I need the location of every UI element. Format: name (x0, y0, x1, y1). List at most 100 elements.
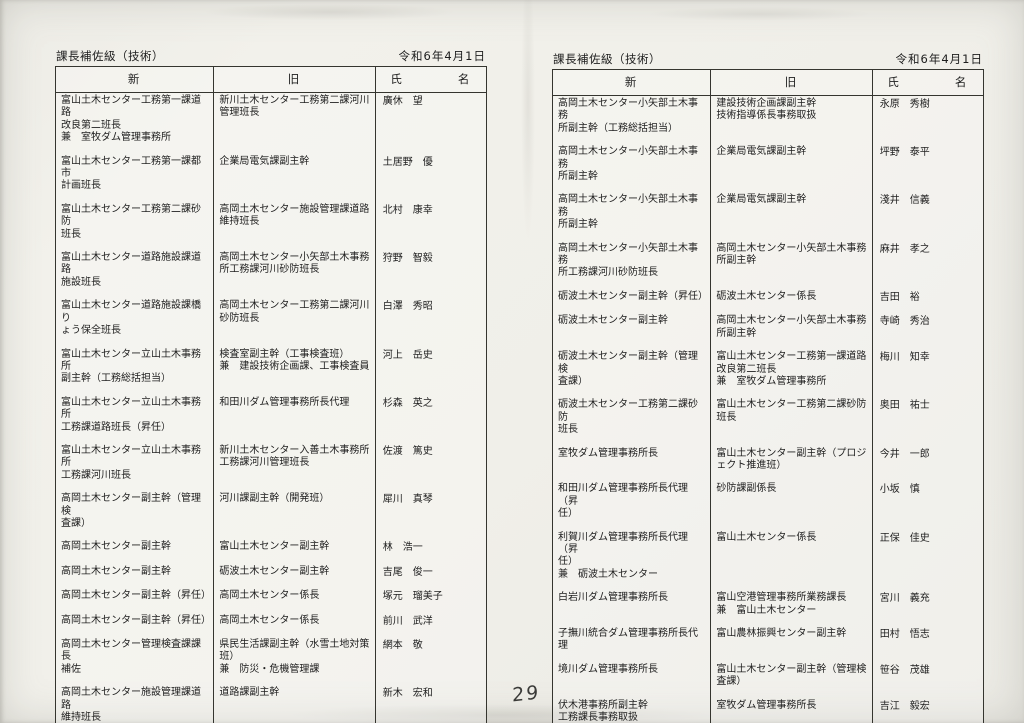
table-row: 富山土木センター立山土木事務所 副主幹（工務総括担当） 検査室副主幹（工事検査班）… (56, 346, 487, 395)
cell-name: 梅川 知幸 (871, 349, 984, 398)
table-row: 伏木港事務所副主幹 工務課長事務取扱 兼 富山新港管理局、富山港事務 所 室牧ダム… (553, 697, 984, 723)
cell-new-position: 富山土木センター立山土木事務所 副主幹（工務総括担当） (61, 348, 201, 385)
personnel-table: 新 旧 氏 名 高岡土木センター小矢部土木事務 所副主幹（工務総括担当） 建設技術… (552, 69, 984, 723)
cell-new-position: 砺波土木センター工務第二課砂防 班長 (558, 399, 698, 436)
table-row: 富山土木センター立山土木事務所 工務課道路班長（昇任） 和田川ダム管理事務所長代理… (56, 394, 487, 443)
cell-old-position: 砂防課副係長 (710, 481, 873, 530)
table-row: 富山土木センター立山土木事務所 工務課河川班長 新川土木センター入善土木事務所 工… (56, 442, 487, 492)
cell-old-position: 道路課副主幹 (213, 685, 376, 723)
cell-new-position: 富山土木センター工務第一課道路 改良第二班長 兼 室牧ダム管理事務所 (61, 95, 201, 144)
table-row: 富山土木センター道路施設課橋り ょう保全班長 高岡土木センター工務第二課河川 砂防… (56, 298, 487, 347)
cell-name: 白澤 秀昭 (374, 298, 487, 347)
cell-old-position: 新川土木センター入善土木事務所 工務課河川管理班長 (213, 442, 376, 492)
cell-new-position: 高岡土木センター小矢部土木事務 所工務課河川砂防班長 (558, 242, 698, 279)
cell-old-position: 富山土木センター工務第一課道路 改良第二班長 兼 室牧ダム管理事務所 (710, 349, 873, 398)
cell-name: 河上 岳史 (374, 346, 487, 395)
cell-new-position: 利賀川ダム管理事務所長代理（昇 任） 兼 砺波土木センター (558, 531, 688, 580)
cell-old-position: 富山土木センター副主幹（プロジ ェクト推進班） (710, 445, 873, 482)
cell-name: 小坂 慎 (871, 481, 984, 530)
cell-old-position: 検査室副主幹（工事検査班） 兼 建設技術企画課、工事検査員 (213, 346, 376, 395)
cell-name: 田村 悟志 (871, 626, 984, 662)
cell-name: 北村 康幸 (374, 201, 487, 251)
cell-old-position: 砺波土木センター係長 (710, 288, 873, 314)
table-row: 富山土木センター工務第二課砂防 班長 高岡土木センター施設管理課道路 維持班長 北村… (56, 201, 487, 251)
cell-old-position: 企業局電気課副主幹 (710, 144, 873, 193)
table-row: 砺波土木センター副主幹（管理検 査課） 富山土木センター工務第一課道路 改良第二班… (553, 349, 984, 398)
cell-old-position: 高岡土木センター係長 (213, 588, 376, 613)
cell-old-position: 県民生活課副主幹（水雪土地対策 班） 兼 防災・危機管理課 (213, 637, 376, 686)
cell-name: 林 浩一 (374, 539, 487, 564)
cell-old-position: 室牧ダム管理事務所長 (710, 697, 873, 723)
col-header-new: 新 (55, 66, 214, 93)
cell-new-position: 高岡土木センター小矢部土木事務 所副主幹 (558, 194, 698, 231)
table-row: 砺波土木センター副主幹 高岡土木センター小矢部土木事務 所副主幹 寺崎 秀治 (553, 313, 984, 350)
cell-new-position: 富山土木センター立山土木事務所 工務課河川班長 (61, 444, 201, 481)
table-row: 高岡土木センター副主幹 砺波土木センター副主幹 吉尾 俊一 (56, 563, 487, 589)
table-row: 高岡土木センター副主幹（管理検 査課） 河川課副主幹（開発班） 犀川 真琴 (56, 491, 487, 540)
cell-name: 正保 佳史 (871, 529, 984, 591)
cell-new-position: 富山土木センター立山土木事務所 工務課道路班長（昇任） (61, 396, 201, 433)
page-date: 令和6年4月1日 (895, 52, 983, 66)
cell-new-position: 伏木港事務所副主幹 工務課長事務取扱 兼 富山新港管理局、富山港事務 所 (558, 699, 648, 723)
cell-old-position: 富山土木センター副主幹 (213, 539, 376, 564)
table-row: 高岡土木センター管理検査課課長 補佐 県民生活課副主幹（水雪土地対策 班） 兼 防… (56, 637, 487, 686)
cell-new-position: 砺波土木センター副主幹（昇任） (558, 290, 708, 302)
cell-new-position: 境川ダム管理事務所長 (558, 663, 658, 675)
table-row: 富山土木センター道路施設課道路 施設班長 高岡土木センター小矢部土木事務 所工務課… (56, 250, 487, 299)
personnel-table: 新 旧 氏 名 富山土木センター工務第一課道路 改良第二班長 兼 室牧ダム管理事… (55, 66, 487, 723)
cell-new-position: 高岡土木センター小矢部土木事務 所副主幹（工務総括担当） (558, 98, 698, 134)
cell-old-position: 高岡土木センター小矢部土木事務 所工務課河川砂防班長 (213, 250, 376, 299)
cell-new-position: 富山土木センター工務第一課都市 計画班長 (61, 155, 201, 192)
cell-new-position: 子撫川統合ダム管理事務所長代理 (558, 628, 698, 652)
cell-new-position: 高岡土木センター副主幹（昇任） (61, 614, 211, 626)
table-row: 高岡土木センター副主幹 富山土木センター副主幹林 浩一 (56, 539, 487, 564)
page-date: 令和6年4月1日 (398, 49, 486, 63)
cell-name: 寺崎 秀治 (871, 313, 984, 350)
cell-old-position: 和田川ダム管理事務所長代理 (213, 394, 376, 443)
header-row: 新 旧 氏 名 (552, 69, 984, 96)
cell-new-position: 砺波土木センター副主幹（管理検 査課） (558, 351, 698, 387)
cell-name: 永原 秀樹 (871, 95, 984, 145)
cell-new-position: 高岡土木センター副主幹 (61, 541, 171, 553)
cell-old-position: 砺波土木センター副主幹 (213, 563, 376, 589)
col-header-name: 氏 名 (374, 66, 487, 93)
page-right-header: 課長補佐級（技術） 令和6年4月1日 (552, 52, 984, 66)
cell-old-position: 富山土木センター副主幹（管理検 査課） (710, 661, 873, 698)
table-row: 和田川ダム管理事務所長代理（昇 任） 砂防課副係長 小坂 慎 (553, 481, 984, 530)
table-row: 子撫川統合ダム管理事務所長代理 富山農林振興センター副主幹 田村 悟志 (553, 626, 984, 662)
table-row: 砺波土木センター副主幹（昇任） 砺波土木センター係長 吉田 裕 (553, 288, 984, 314)
cell-name: 吉田 裕 (871, 288, 984, 314)
cell-name: 今井 一郎 (871, 445, 984, 482)
table-row: 境川ダム管理事務所長 富山土木センター副主幹（管理検 査課） 笹谷 茂雄 (553, 661, 984, 698)
table-row: 白岩川ダム管理事務所長 富山空港管理事務所業務課長 兼 富山土木センター 宮川 義充 (553, 590, 984, 626)
cell-name: 笹谷 茂雄 (871, 661, 984, 698)
table-row: 高岡土木センター施設管理課道路 維持班長 道路課副主幹 新木 宏和 (56, 685, 487, 723)
table-row: 室牧ダム管理事務所長 富山土木センター副主幹（プロジ ェクト推進班） 今井 一郎 (553, 445, 984, 482)
cell-name: 麻井 孝之 (871, 240, 984, 289)
cell-name: 前川 武洋 (374, 612, 487, 637)
page-title: 課長補佐級（技術） (553, 52, 661, 66)
table-row: 富山土木センター工務第一課道路 改良第二班長 兼 室牧ダム管理事務所 新川土木セン… (56, 92, 487, 154)
page-title: 課長補佐級（技術） (56, 49, 164, 63)
handwritten-page-number: 29 (512, 681, 541, 707)
cell-old-position: 富山空港管理事務所業務課長 兼 富山土木センター (710, 590, 873, 626)
col-header-old: 旧 (710, 69, 873, 96)
cell-old-position: 企業局電気課副主幹 (213, 153, 376, 202)
cell-name: 新木 宏和 (374, 685, 487, 723)
cell-new-position: 白岩川ダム管理事務所長 (558, 592, 668, 604)
cell-name: 佐渡 篤史 (374, 442, 487, 492)
cell-old-position: 富山農林振興センター副主幹 (710, 626, 873, 662)
cell-old-position: 高岡土木センター小矢部土木事務 所副主幹 (710, 240, 873, 289)
cell-name: 狩野 智毅 (374, 250, 487, 299)
cell-new-position: 高岡土木センター副主幹 (61, 565, 171, 577)
cell-new-position: 高岡土木センター管理検査課課長 補佐 (61, 639, 201, 675)
cell-new-position: 富山土木センター工務第二課砂防 班長 (61, 203, 201, 240)
table-row: 利賀川ダム管理事務所長代理（昇 任） 兼 砺波土木センター 富山土木センター係長正… (553, 529, 984, 591)
cell-name: 宮川 義充 (871, 590, 984, 626)
table-row: 高岡土木センター小矢部土木事務 所副主幹 企業局電気課副主幹 淺井 信義 (553, 192, 984, 241)
cell-name: 坪野 泰平 (871, 144, 984, 193)
cell-name: 網本 敬 (374, 637, 487, 686)
cell-old-position: 高岡土木センター工務第二課河川 砂防班長 (213, 298, 376, 347)
cell-old-position: 新川土木センター工務第二課河川 管理班長 (213, 92, 376, 154)
